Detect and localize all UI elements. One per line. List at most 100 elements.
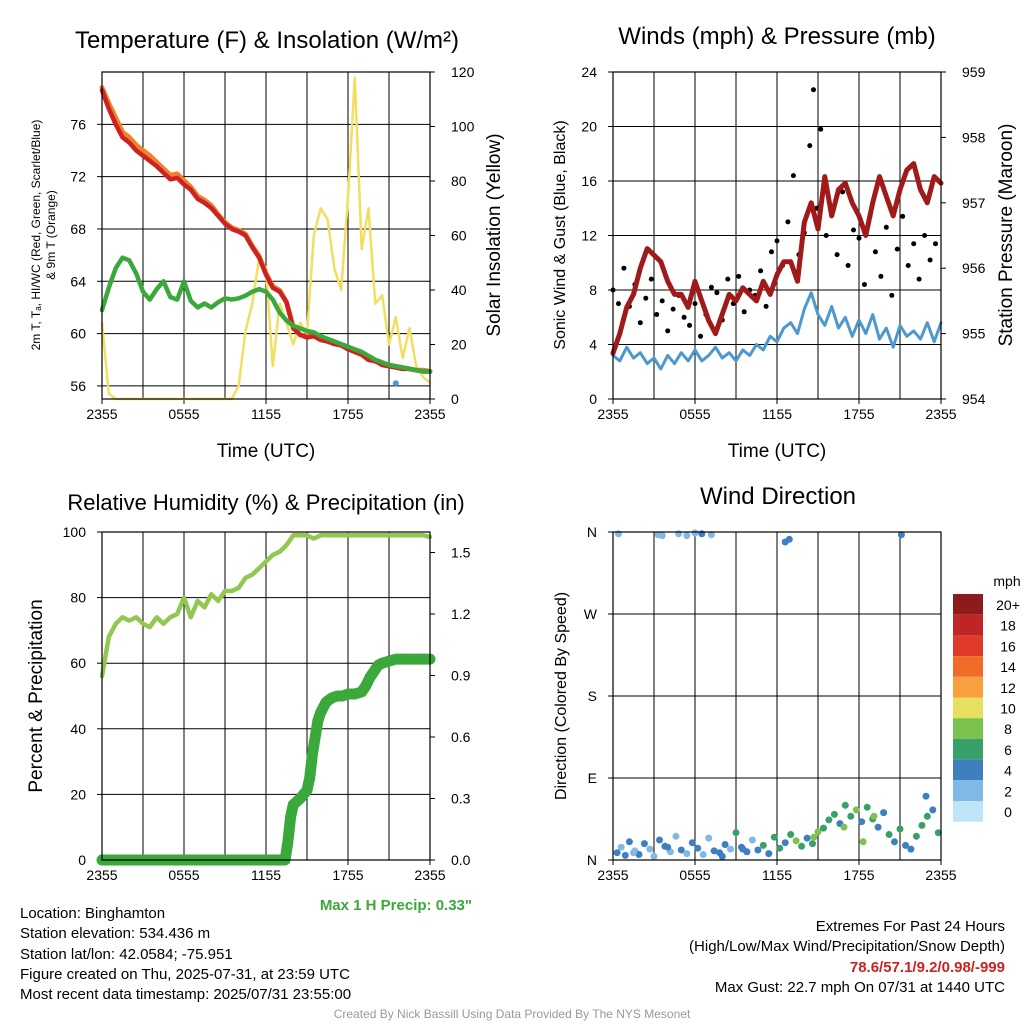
wind-direction-point	[754, 846, 762, 854]
wind-direction-xtick-label: 0555	[679, 867, 710, 883]
speed-legend-swatch	[953, 635, 983, 657]
speed-legend-label: 8	[1004, 721, 1012, 737]
wind-direction-point	[863, 803, 871, 811]
gust-point	[933, 241, 938, 247]
wind-direction-point	[840, 823, 848, 831]
wind-direction-point	[727, 845, 734, 853]
wind-direction-point	[891, 838, 898, 846]
humidity-ytick-label: 0	[78, 852, 86, 868]
wind-direction-point	[885, 831, 893, 838]
humidity-xtick-label: 1755	[332, 867, 363, 883]
wind-direction-point	[897, 531, 905, 539]
wind-direction-point	[707, 531, 715, 539]
temperature-xtick-label: 0555	[168, 406, 199, 422]
wind-direction-point	[770, 833, 778, 841]
gust-point	[856, 235, 862, 241]
wind-direction-ytick-label: N	[587, 524, 597, 540]
station-info: Location: Binghamton Station elevation: …	[20, 904, 351, 1005]
humidity-ytick-right-label: 0.0	[451, 852, 471, 868]
temperature-xtick-label: 1755	[332, 406, 363, 422]
wind-direction-point	[656, 836, 663, 844]
speed-legend-swatch	[953, 676, 983, 698]
wind-direction-point	[896, 825, 904, 833]
wind-direction-point	[859, 838, 867, 846]
speed-legend-label: 18	[1000, 618, 1016, 634]
gust-point	[769, 249, 774, 255]
max-gust: Max Gust: 22.7 mph On 07/31 at 1440 UTC	[714, 978, 1005, 996]
gust-point	[708, 284, 714, 290]
wind-direction-ytick-label: N	[587, 852, 597, 868]
temperature-ytick-right-label: 100	[451, 119, 475, 135]
gust-point	[616, 301, 621, 307]
gust-point	[911, 241, 917, 247]
temperature-ytick-label: 56	[70, 378, 86, 394]
wind-direction-point	[803, 834, 811, 842]
humidity-ytick-label: 20	[70, 786, 86, 802]
temperature-ytick-label: 60	[70, 326, 86, 342]
wind-direction-point	[929, 806, 937, 814]
humidity-frame	[101, 531, 431, 861]
gust-point	[687, 322, 692, 328]
temperature-panel: 56 60 64 68 72 76 0 20 40 60 80 100 120 2355 0555 1155 1…	[29, 27, 505, 462]
station-location: Location: Binghamton	[20, 905, 166, 922]
gust-point	[862, 282, 867, 287]
humidity-ytick-right-label: 1.5	[451, 545, 471, 561]
wind-direction-point	[922, 792, 930, 800]
recent-timestamp: Most recent data timestamp: 2025/07/31 2…	[20, 986, 352, 1004]
humidity-ytick-label: 40	[70, 721, 86, 737]
temperature-xlabel: Time (UTC)	[217, 441, 316, 462]
speed-legend-swatch	[953, 780, 983, 801]
winds-ytick-right-label: 959	[962, 64, 986, 80]
wind-direction-point	[675, 530, 683, 538]
wind-direction-point	[646, 845, 654, 853]
wind-direction-point	[918, 821, 926, 829]
winds-ytick-label: 20	[581, 119, 597, 135]
winds-ytick-label: 8	[589, 282, 597, 298]
humidity-ylabel: Percent & Precipitation	[26, 599, 47, 792]
wind-direction-point	[781, 839, 789, 847]
wind-direction-point	[739, 845, 747, 853]
wind-direction-point	[902, 841, 909, 849]
extremes-values: 78.6/57.1/9.2/0.98/-999	[849, 958, 1005, 976]
gust-point	[670, 306, 676, 312]
wind-direction-xtick-label: 1155	[762, 867, 792, 883]
humidity-ytick-right-label: 0.6	[451, 729, 471, 745]
humidity-ytick-label: 100	[63, 524, 87, 540]
temperature-ytick-right-label: 40	[451, 282, 467, 298]
wind-direction-point	[798, 842, 806, 850]
wind-direction-point	[841, 801, 849, 809]
winds-xtick-label: 1755	[843, 406, 874, 422]
temperature-xtick-label: 2355	[414, 406, 445, 422]
wind-direction-point	[617, 843, 625, 851]
temperature-ylabel-right: Solar Insolation (Yellow)	[484, 133, 505, 336]
temperature-ylabel-1: 2m T, Tₐ, HI/WC (Red, Green, Scarlet/Blu…	[29, 120, 43, 351]
temperature-ylabel-2: & 9m T (Orange)	[44, 190, 58, 280]
wind-direction-ytick-label: W	[584, 606, 598, 622]
wind-direction-point	[683, 850, 691, 858]
gust-point	[758, 268, 764, 274]
gust-point	[648, 276, 654, 282]
wind-direction-point	[880, 809, 888, 817]
wind-direction-point	[765, 850, 773, 858]
speed-legend-label: 16	[1000, 638, 1016, 654]
gust-point	[807, 143, 813, 149]
wind-direction-point	[792, 837, 800, 845]
winds-ytick-label: 4	[589, 337, 597, 353]
wind-direction-point	[820, 824, 827, 832]
humidity-title: Relative Humidity (%) & Precipitation (i…	[67, 490, 464, 515]
wind-direction-ylabel: Direction (Colored By Speed)	[553, 592, 570, 800]
gust-point	[834, 252, 840, 258]
wind-direction-point	[691, 529, 699, 537]
wind-direction-point	[635, 851, 643, 858]
dewpoint-line	[99, 255, 433, 374]
wind-direction-point	[640, 840, 648, 848]
windchill-point	[392, 380, 399, 387]
temperature-ytick-right-label: 120	[451, 64, 475, 80]
wind-direction-point	[664, 843, 672, 851]
temperature-ytick-label: 72	[70, 169, 86, 185]
wind-direction-point	[874, 823, 882, 831]
wind-direction-point	[710, 847, 718, 855]
speed-legend-label: 10	[1000, 701, 1016, 717]
wind-direction-point	[705, 834, 713, 842]
